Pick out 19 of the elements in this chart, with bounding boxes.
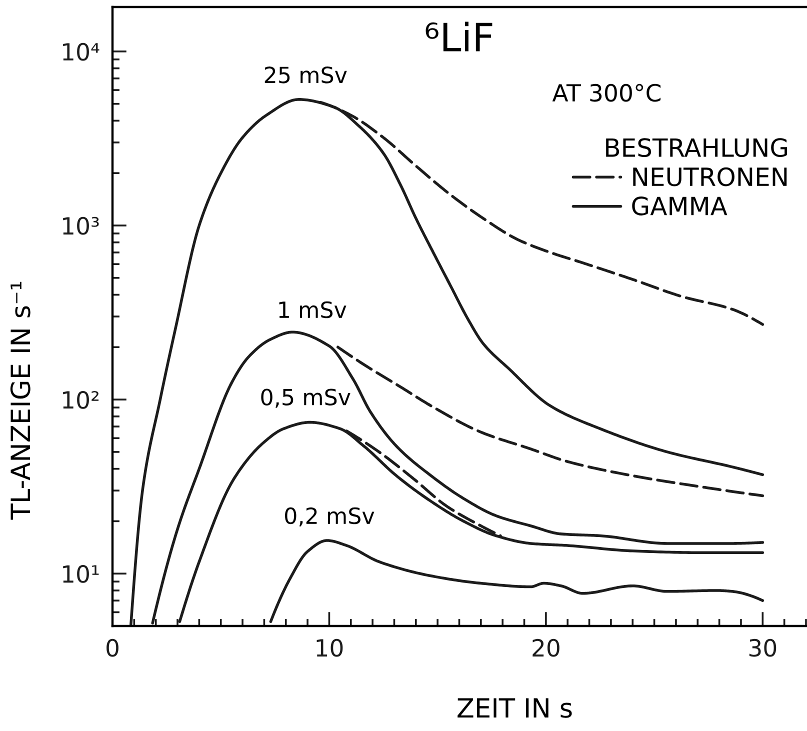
annotation: 25 mSv — [264, 66, 347, 84]
annotation: AT 300°C — [552, 84, 661, 102]
annotation: 0,5 mSv — [261, 388, 350, 408]
y-tick-label: 10⁴ — [63, 42, 100, 61]
y-axis-title: TL-ANZEIGE IN s⁻¹ — [10, 282, 30, 520]
legend-label: GAMMA — [632, 196, 728, 216]
x-tick-label: 0 — [106, 638, 118, 657]
x-tick-label: 10 — [316, 638, 343, 657]
legend-title: BESTRAHLUNG — [606, 138, 788, 158]
annotation: 1 mSv — [279, 301, 346, 318]
legend-label: NEUTRONEN — [633, 167, 787, 186]
y-tick-label: 10² — [63, 390, 99, 409]
x-axis-title: ZEIT IN s — [458, 698, 572, 718]
x-tick-label: 20 — [532, 638, 560, 657]
y-tick-label: 10³ — [63, 216, 99, 235]
chart-title: ⁶LiF — [426, 22, 492, 52]
annotation: 0,2 mSv — [285, 507, 374, 526]
y-tick-label: 10¹ — [63, 565, 99, 583]
x-tick-label: 30 — [749, 638, 776, 657]
